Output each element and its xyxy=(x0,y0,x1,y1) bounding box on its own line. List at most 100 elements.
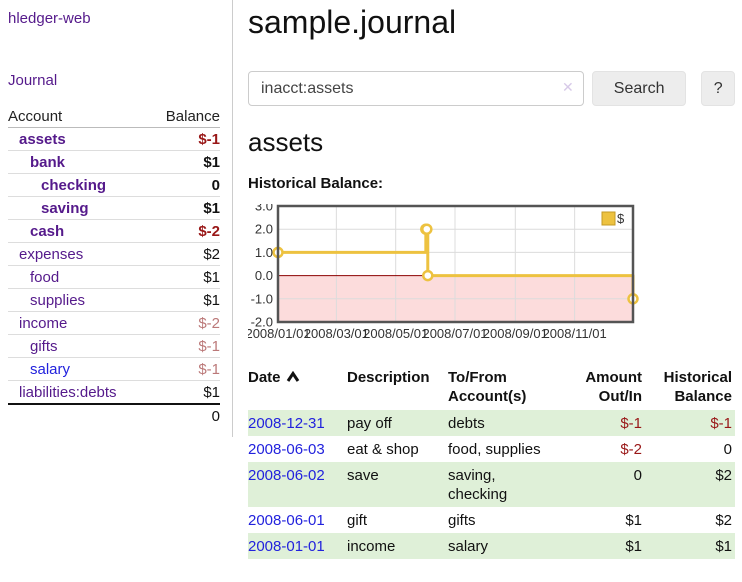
transaction-date-link[interactable]: 2008-06-01 xyxy=(248,512,325,529)
accounts-total-row: 0 xyxy=(8,404,220,427)
search-button[interactable]: Search xyxy=(591,71,687,106)
account-row: income $-2 xyxy=(8,312,220,335)
account-row: cash $-2 xyxy=(8,220,220,243)
search-form: ✕ Search ? xyxy=(248,71,735,106)
svg-text:2008/01/01: 2008/01/01 xyxy=(248,326,311,341)
register-amount-cell: $1 xyxy=(625,538,642,555)
register-header-amount: Amount Out/In xyxy=(585,369,642,405)
account-link[interactable]: gifts xyxy=(30,337,58,355)
sort-ascending-icon xyxy=(286,371,299,382)
register-date-cell: 2008-12-31 xyxy=(248,410,347,436)
table-row: 2008-12-31 pay off debts $-1 $-1 xyxy=(248,410,735,436)
accounts-table: Account Balance assets $-1 bank $1 checking 0… xyxy=(8,105,220,427)
svg-text:2008/07/01: 2008/07/01 xyxy=(422,326,487,341)
table-row: 2008-06-01 gift gifts $1 $2 xyxy=(248,507,735,533)
table-row: 2008-06-02 save saving, checking 0 $2 xyxy=(248,462,735,507)
search-input-wrap: ✕ xyxy=(248,71,584,106)
account-name-cell: food xyxy=(8,266,149,289)
register-date-cell: 2008-01-01 xyxy=(248,533,347,559)
account-row: liabilities:debts $1 xyxy=(8,381,220,405)
account-balance: $-2 xyxy=(198,314,220,332)
account-row: checking 0 xyxy=(8,174,220,197)
account-row: bank $1 xyxy=(8,151,220,174)
transaction-date-link[interactable]: 2008-06-02 xyxy=(248,467,325,484)
register-table: Date Description To/From Account(s) Amou… xyxy=(248,366,735,559)
account-link[interactable]: food xyxy=(30,268,60,286)
account-row: assets $-1 xyxy=(8,128,220,151)
register-accounts-cell: debts xyxy=(448,415,485,432)
register-header-description: Description xyxy=(347,369,430,386)
sidebar: hledger-web Journal Account Balance asse… xyxy=(0,0,233,437)
svg-text:2008/09/01: 2008/09/01 xyxy=(483,326,548,341)
account-name-cell: expenses xyxy=(8,243,149,266)
account-name-cell: assets xyxy=(8,128,149,151)
account-link[interactable]: bank xyxy=(30,153,66,171)
account-link[interactable]: supplies xyxy=(30,291,86,309)
account-link[interactable]: income xyxy=(19,314,68,332)
register-description-cell: eat & shop xyxy=(347,441,419,458)
account-link[interactable]: liabilities:debts xyxy=(19,383,117,401)
svg-text:1.0: 1.0 xyxy=(255,245,273,260)
account-row: saving $1 xyxy=(8,197,220,220)
accounts-header-balance: Balance xyxy=(165,107,220,125)
table-row: 2008-06-03 eat & shop food, supplies $-2 0 xyxy=(248,436,735,462)
register-amount-cell: $1 xyxy=(625,512,642,529)
register-date-cell: 2008-06-01 xyxy=(248,507,347,533)
account-balance: $-1 xyxy=(198,130,220,148)
svg-text:2008/05/01: 2008/05/01 xyxy=(363,326,428,341)
register-accounts-cell: gifts xyxy=(448,512,476,529)
account-link[interactable]: assets xyxy=(19,130,66,148)
register-balance-cell: 0 xyxy=(723,441,732,458)
search-input[interactable] xyxy=(248,71,584,106)
account-link[interactable]: salary xyxy=(30,360,71,378)
register-description-cell: save xyxy=(347,467,379,484)
transaction-date-link[interactable]: 2008-12-31 xyxy=(248,415,325,432)
register-accounts-cell: saving, checking xyxy=(448,467,508,503)
account-name-cell: saving xyxy=(8,197,149,220)
account-name-cell: bank xyxy=(8,151,149,174)
svg-text:2008/03/01: 2008/03/01 xyxy=(304,326,369,341)
svg-text:-1.0: -1.0 xyxy=(251,291,273,306)
help-button[interactable]: ? xyxy=(701,71,735,106)
page-title: sample.journal xyxy=(248,4,457,40)
register-header-date[interactable]: Date xyxy=(248,366,347,410)
account-link[interactable]: saving xyxy=(41,199,89,217)
account-balance: $1 xyxy=(203,291,220,309)
register-balance-cell: $-1 xyxy=(710,415,732,432)
account-row: expenses $2 xyxy=(8,243,220,266)
account-balance: $1 xyxy=(203,153,220,171)
account-balance: $-1 xyxy=(198,360,220,378)
account-name-cell: checking xyxy=(8,174,149,197)
brand-link[interactable]: hledger-web xyxy=(8,10,91,27)
account-balance: $1 xyxy=(203,199,220,217)
register-balance-cell: $2 xyxy=(715,512,732,529)
svg-text:0.0: 0.0 xyxy=(255,268,273,283)
account-link[interactable]: cash xyxy=(30,222,65,240)
register-accounts-cell: salary xyxy=(448,538,489,555)
register-header-balance: Historical Balance xyxy=(663,369,732,405)
account-balance: $-2 xyxy=(198,222,220,240)
account-row: gifts $-1 xyxy=(8,335,220,358)
svg-text:2.0: 2.0 xyxy=(255,222,273,237)
account-row: salary $-1 xyxy=(8,358,220,381)
transaction-date-link[interactable]: 2008-01-01 xyxy=(248,538,325,555)
account-row: food $1 xyxy=(8,266,220,289)
register-description-cell: pay off xyxy=(347,415,392,432)
account-name-cell: gifts xyxy=(8,335,149,358)
register-amount-cell: 0 xyxy=(633,467,642,484)
transaction-date-link[interactable]: 2008-06-03 xyxy=(248,441,325,458)
balance-chart: $3.0 2.0 1.0 0.0 -1.0 -2.02008/01/012008/03/0… xyxy=(248,204,639,341)
account-link[interactable]: checking xyxy=(41,176,107,194)
account-row: supplies $1 xyxy=(8,289,220,312)
account-balance: $-1 xyxy=(198,337,220,355)
account-name-cell: liabilities:debts xyxy=(8,381,149,405)
account-balance: 0 xyxy=(211,176,220,194)
clear-search-icon[interactable]: ✕ xyxy=(562,79,574,95)
register-amount-cell: $-2 xyxy=(620,441,642,458)
account-balance: $1 xyxy=(203,268,220,286)
sidebar-item-journal[interactable]: Journal xyxy=(8,72,58,89)
accounts-header-row: Account Balance xyxy=(8,105,220,128)
account-link[interactable]: expenses xyxy=(19,245,84,263)
register-balance-cell: $2 xyxy=(715,467,732,484)
register-balance-cell: $1 xyxy=(715,538,732,555)
